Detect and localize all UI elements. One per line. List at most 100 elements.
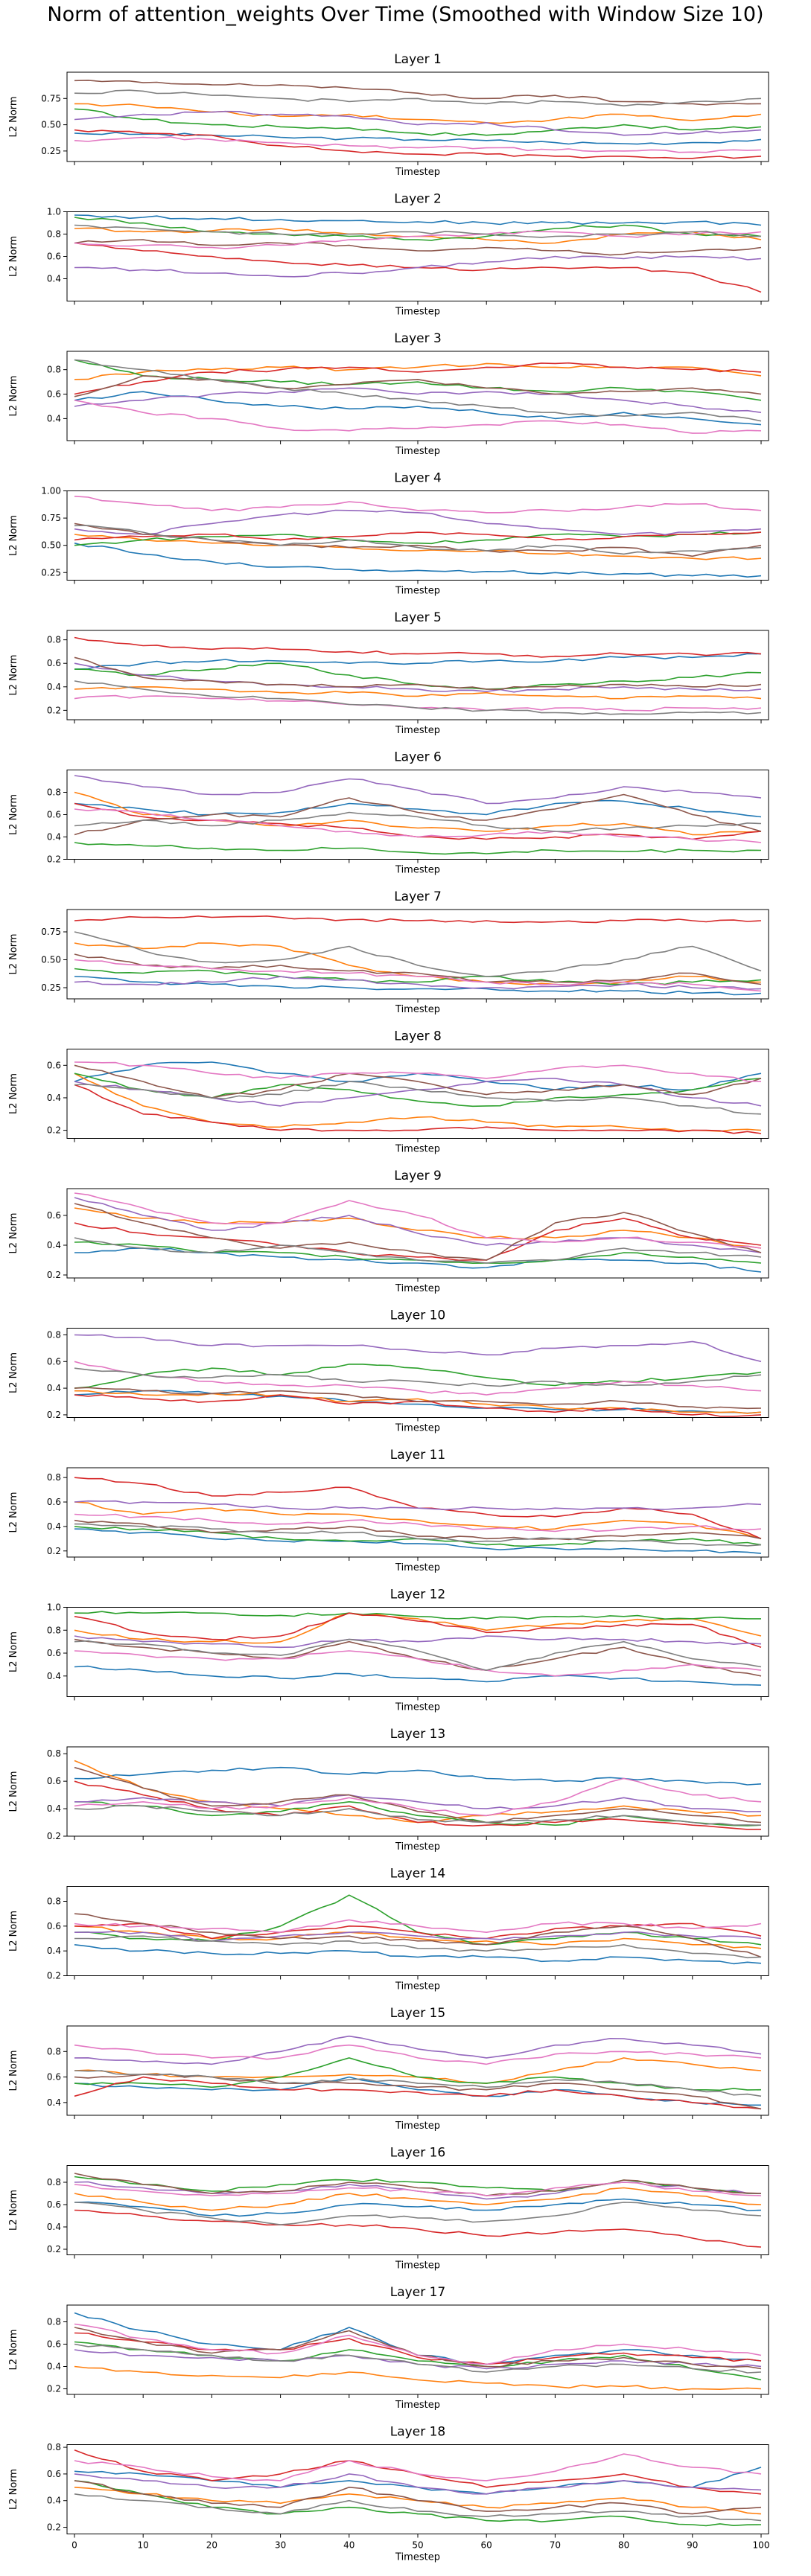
x-axis-label: Timestep bbox=[395, 1004, 440, 1015]
series-line bbox=[74, 1334, 762, 1363]
series-line bbox=[74, 1513, 762, 1533]
series-line bbox=[74, 534, 762, 560]
x-tick-label: 20 bbox=[206, 2540, 217, 2551]
y-tick-label: 0.75 bbox=[41, 927, 61, 937]
y-tick-label: 0.6 bbox=[47, 2339, 61, 2350]
series-line bbox=[74, 1611, 761, 1620]
y-tick-label: 0.6 bbox=[47, 658, 61, 668]
y-tick-label: 0.8 bbox=[47, 2317, 61, 2327]
series-line bbox=[74, 2182, 762, 2196]
panel-layer-10: Layer 10 0.2 0.4 0.6 0.8 Timestep L2 Norm bbox=[8, 1308, 769, 1434]
series-line bbox=[74, 976, 762, 990]
series-line bbox=[74, 496, 762, 514]
series-line bbox=[74, 662, 762, 693]
series-line bbox=[74, 509, 762, 536]
y-tick-label: 0.2 bbox=[47, 705, 61, 715]
y-tick-label: 0.50 bbox=[41, 120, 61, 130]
y-tick-label: 0.8 bbox=[47, 1748, 61, 1759]
series-line bbox=[74, 2187, 762, 2211]
y-tick-label: 0.2 bbox=[47, 1270, 61, 1280]
x-tick-label: 100 bbox=[753, 2540, 770, 2551]
series-line bbox=[74, 1612, 762, 1649]
y-axis-label: L2 Norm bbox=[8, 515, 19, 556]
series-line bbox=[74, 1361, 762, 1396]
series-line bbox=[74, 525, 762, 555]
y-tick-label: 0.50 bbox=[41, 955, 61, 965]
series-line bbox=[74, 1203, 762, 1261]
y-tick-label: 0.4 bbox=[47, 2496, 61, 2506]
series-line bbox=[74, 1081, 762, 1115]
panel-layer-6: Layer 6 0.2 0.4 0.6 0.8 Timestep L2 Norm bbox=[8, 750, 769, 876]
series-line bbox=[74, 791, 762, 836]
panel-layer-5: Layer 5 0.2 0.4 0.6 0.8 Timestep L2 Norm bbox=[8, 610, 769, 736]
series-line bbox=[74, 400, 762, 434]
series-line bbox=[74, 2057, 762, 2091]
y-tick-label: 1.00 bbox=[41, 486, 61, 496]
y-axis-label: L2 Norm bbox=[8, 1073, 19, 1114]
panel-title: Layer 17 bbox=[390, 2285, 445, 2300]
y-tick-label: 0.25 bbox=[41, 982, 61, 993]
y-tick-label: 0.2 bbox=[47, 1546, 61, 1556]
x-axis-label: Timestep bbox=[395, 2120, 440, 2132]
panel-title: Layer 11 bbox=[390, 1448, 445, 1463]
panel-layer-17: Layer 17 0.2 0.4 0.6 0.8 Timestep L2 Norm bbox=[8, 2285, 769, 2411]
series-line bbox=[74, 1931, 762, 1942]
plot-frame bbox=[66, 2304, 769, 2395]
y-axis-label: L2 Norm bbox=[8, 96, 19, 137]
y-tick-label: 0.4 bbox=[47, 1521, 61, 1532]
x-axis-label: Timestep bbox=[395, 725, 440, 736]
series-line bbox=[74, 793, 762, 836]
series-line bbox=[74, 2198, 762, 2217]
series-line bbox=[74, 1394, 762, 1417]
y-axis-label: L2 Norm bbox=[8, 1771, 19, 1812]
panel-layer-11: Layer 11 0.2 0.4 0.6 0.8 Timestep L2 Norm bbox=[8, 1448, 769, 1573]
panel-title: Layer 6 bbox=[394, 750, 442, 765]
series-line bbox=[74, 255, 762, 278]
y-tick-label: 1.0 bbox=[47, 207, 61, 217]
y-tick-label: 0.6 bbox=[47, 1356, 61, 1367]
series-line bbox=[74, 1218, 762, 1262]
y-tick-label: 0.2 bbox=[47, 2384, 61, 2394]
y-tick-label: 0.8 bbox=[47, 1472, 61, 1483]
series-line bbox=[74, 2480, 762, 2515]
y-tick-label: 0.2 bbox=[47, 2522, 61, 2533]
y-axis-label: L2 Norm bbox=[8, 2050, 19, 2091]
x-axis-label: Timestep bbox=[395, 307, 440, 318]
series-line bbox=[74, 636, 762, 658]
panel-layer-7: Layer 7 0.25 0.50 0.75 Timestep L2 Norm bbox=[8, 889, 769, 1015]
x-tick-label: 80 bbox=[618, 2540, 629, 2551]
series-line bbox=[74, 359, 762, 422]
y-tick-label: 1.0 bbox=[47, 1602, 61, 1613]
panel-title: Layer 15 bbox=[390, 2006, 445, 2021]
panel-title: Layer 18 bbox=[390, 2425, 445, 2440]
x-tick-label: 90 bbox=[687, 2540, 698, 2551]
y-tick-label: 0.75 bbox=[41, 93, 61, 103]
panel-layer-9: Layer 9 0.2 0.4 0.6 Timestep L2 Norm bbox=[8, 1169, 769, 1294]
y-tick-label: 0.6 bbox=[47, 1210, 61, 1221]
series-line bbox=[74, 531, 762, 541]
y-tick-label: 0.2 bbox=[47, 1410, 61, 1420]
series-line bbox=[74, 2035, 762, 2065]
series-line bbox=[74, 2332, 762, 2365]
y-axis-label: L2 Norm bbox=[8, 375, 19, 416]
y-tick-label: 0.2 bbox=[47, 1125, 61, 1136]
series-line bbox=[74, 80, 762, 106]
series-line bbox=[74, 2057, 762, 2084]
series-line bbox=[74, 2480, 762, 2527]
series-line bbox=[74, 2493, 762, 2522]
y-tick-label: 0.8 bbox=[47, 635, 61, 645]
series-line bbox=[74, 239, 762, 256]
y-axis-label: L2 Norm bbox=[8, 2190, 19, 2231]
series-line bbox=[74, 1923, 762, 1940]
y-tick-label: 0.2 bbox=[47, 1971, 61, 1981]
series-line bbox=[74, 1913, 762, 1958]
series-line bbox=[74, 685, 762, 700]
x-axis-label: Timestep bbox=[395, 2552, 440, 2563]
y-tick-label: 0.75 bbox=[41, 513, 61, 523]
y-tick-label: 0.6 bbox=[47, 2469, 61, 2479]
series-line bbox=[74, 1780, 762, 1830]
series-line bbox=[74, 230, 762, 249]
x-tick-label: 70 bbox=[550, 2540, 561, 2551]
series-line bbox=[74, 1197, 762, 1253]
series-line bbox=[74, 103, 762, 124]
